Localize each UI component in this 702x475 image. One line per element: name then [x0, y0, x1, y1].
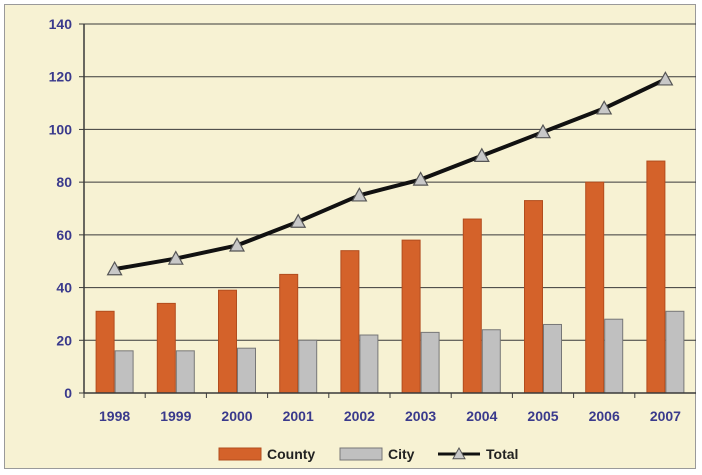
y-tick-label: 40	[56, 280, 72, 296]
city-bar	[359, 334, 379, 394]
total-point	[228, 237, 246, 252]
legend-layer: County City Total	[218, 446, 518, 462]
x-tick-label: 2000	[221, 408, 252, 424]
axis-layer: 0 20 40 60 80 100 120 140 1998 1999 2000 2001 2002 20…	[49, 16, 696, 424]
y-tick-label: 140	[49, 16, 73, 32]
total-point	[657, 71, 674, 86]
x-tick-label: 1999	[160, 408, 191, 424]
city-bar	[237, 347, 256, 394]
y-tick-label: 0	[64, 385, 72, 401]
city-bar	[543, 323, 562, 394]
city-bar	[175, 350, 195, 394]
x-tick-label: 2006	[589, 408, 620, 424]
total-point	[106, 260, 123, 276]
legend-label: City	[388, 446, 415, 462]
y-tick-label: 80	[56, 174, 72, 190]
city-bar	[604, 318, 624, 394]
county-bar	[340, 250, 360, 394]
total-point	[473, 147, 490, 162]
x-tick-label: 2004	[466, 408, 497, 424]
county-bar	[585, 181, 605, 394]
county-legend-swatch	[218, 447, 262, 461]
total-legend-marker	[452, 446, 466, 460]
city-bar	[420, 331, 440, 394]
y-tick-label: 120	[49, 69, 73, 85]
total-point	[534, 123, 552, 139]
x-tick-label: 2007	[650, 408, 681, 424]
x-tick-label: 1998	[99, 408, 130, 424]
county-bar	[95, 310, 115, 394]
x-tick-label: 2003	[405, 408, 436, 424]
city-bar	[298, 339, 318, 394]
county-bar	[462, 218, 482, 394]
total-point	[290, 213, 307, 228]
y-tick-label: 20	[56, 332, 72, 348]
county-bar	[524, 200, 543, 394]
city-bar	[665, 310, 685, 394]
x-tick-label: 2001	[283, 408, 314, 424]
line-layer	[106, 71, 674, 276]
x-tick-label: 2002	[344, 408, 375, 424]
city-bar	[114, 350, 134, 394]
total-point	[412, 171, 429, 186]
y-tick-label: 100	[49, 121, 73, 137]
total-point	[596, 100, 613, 115]
total-point	[351, 187, 368, 202]
city-legend-swatch	[339, 447, 383, 461]
legend-label: Total	[486, 446, 518, 462]
county-bar	[279, 273, 299, 394]
x-tick-label: 2005	[527, 408, 558, 424]
bars-layer	[95, 160, 685, 394]
county-bar	[156, 302, 176, 394]
total-point	[167, 250, 184, 265]
legend-label: County	[267, 446, 315, 462]
y-tick-label: 60	[56, 227, 72, 243]
city-bar	[481, 329, 501, 394]
county-bar	[646, 160, 666, 394]
total-line	[114, 77, 667, 272]
county-bar	[218, 289, 237, 394]
county-bar	[401, 239, 421, 394]
